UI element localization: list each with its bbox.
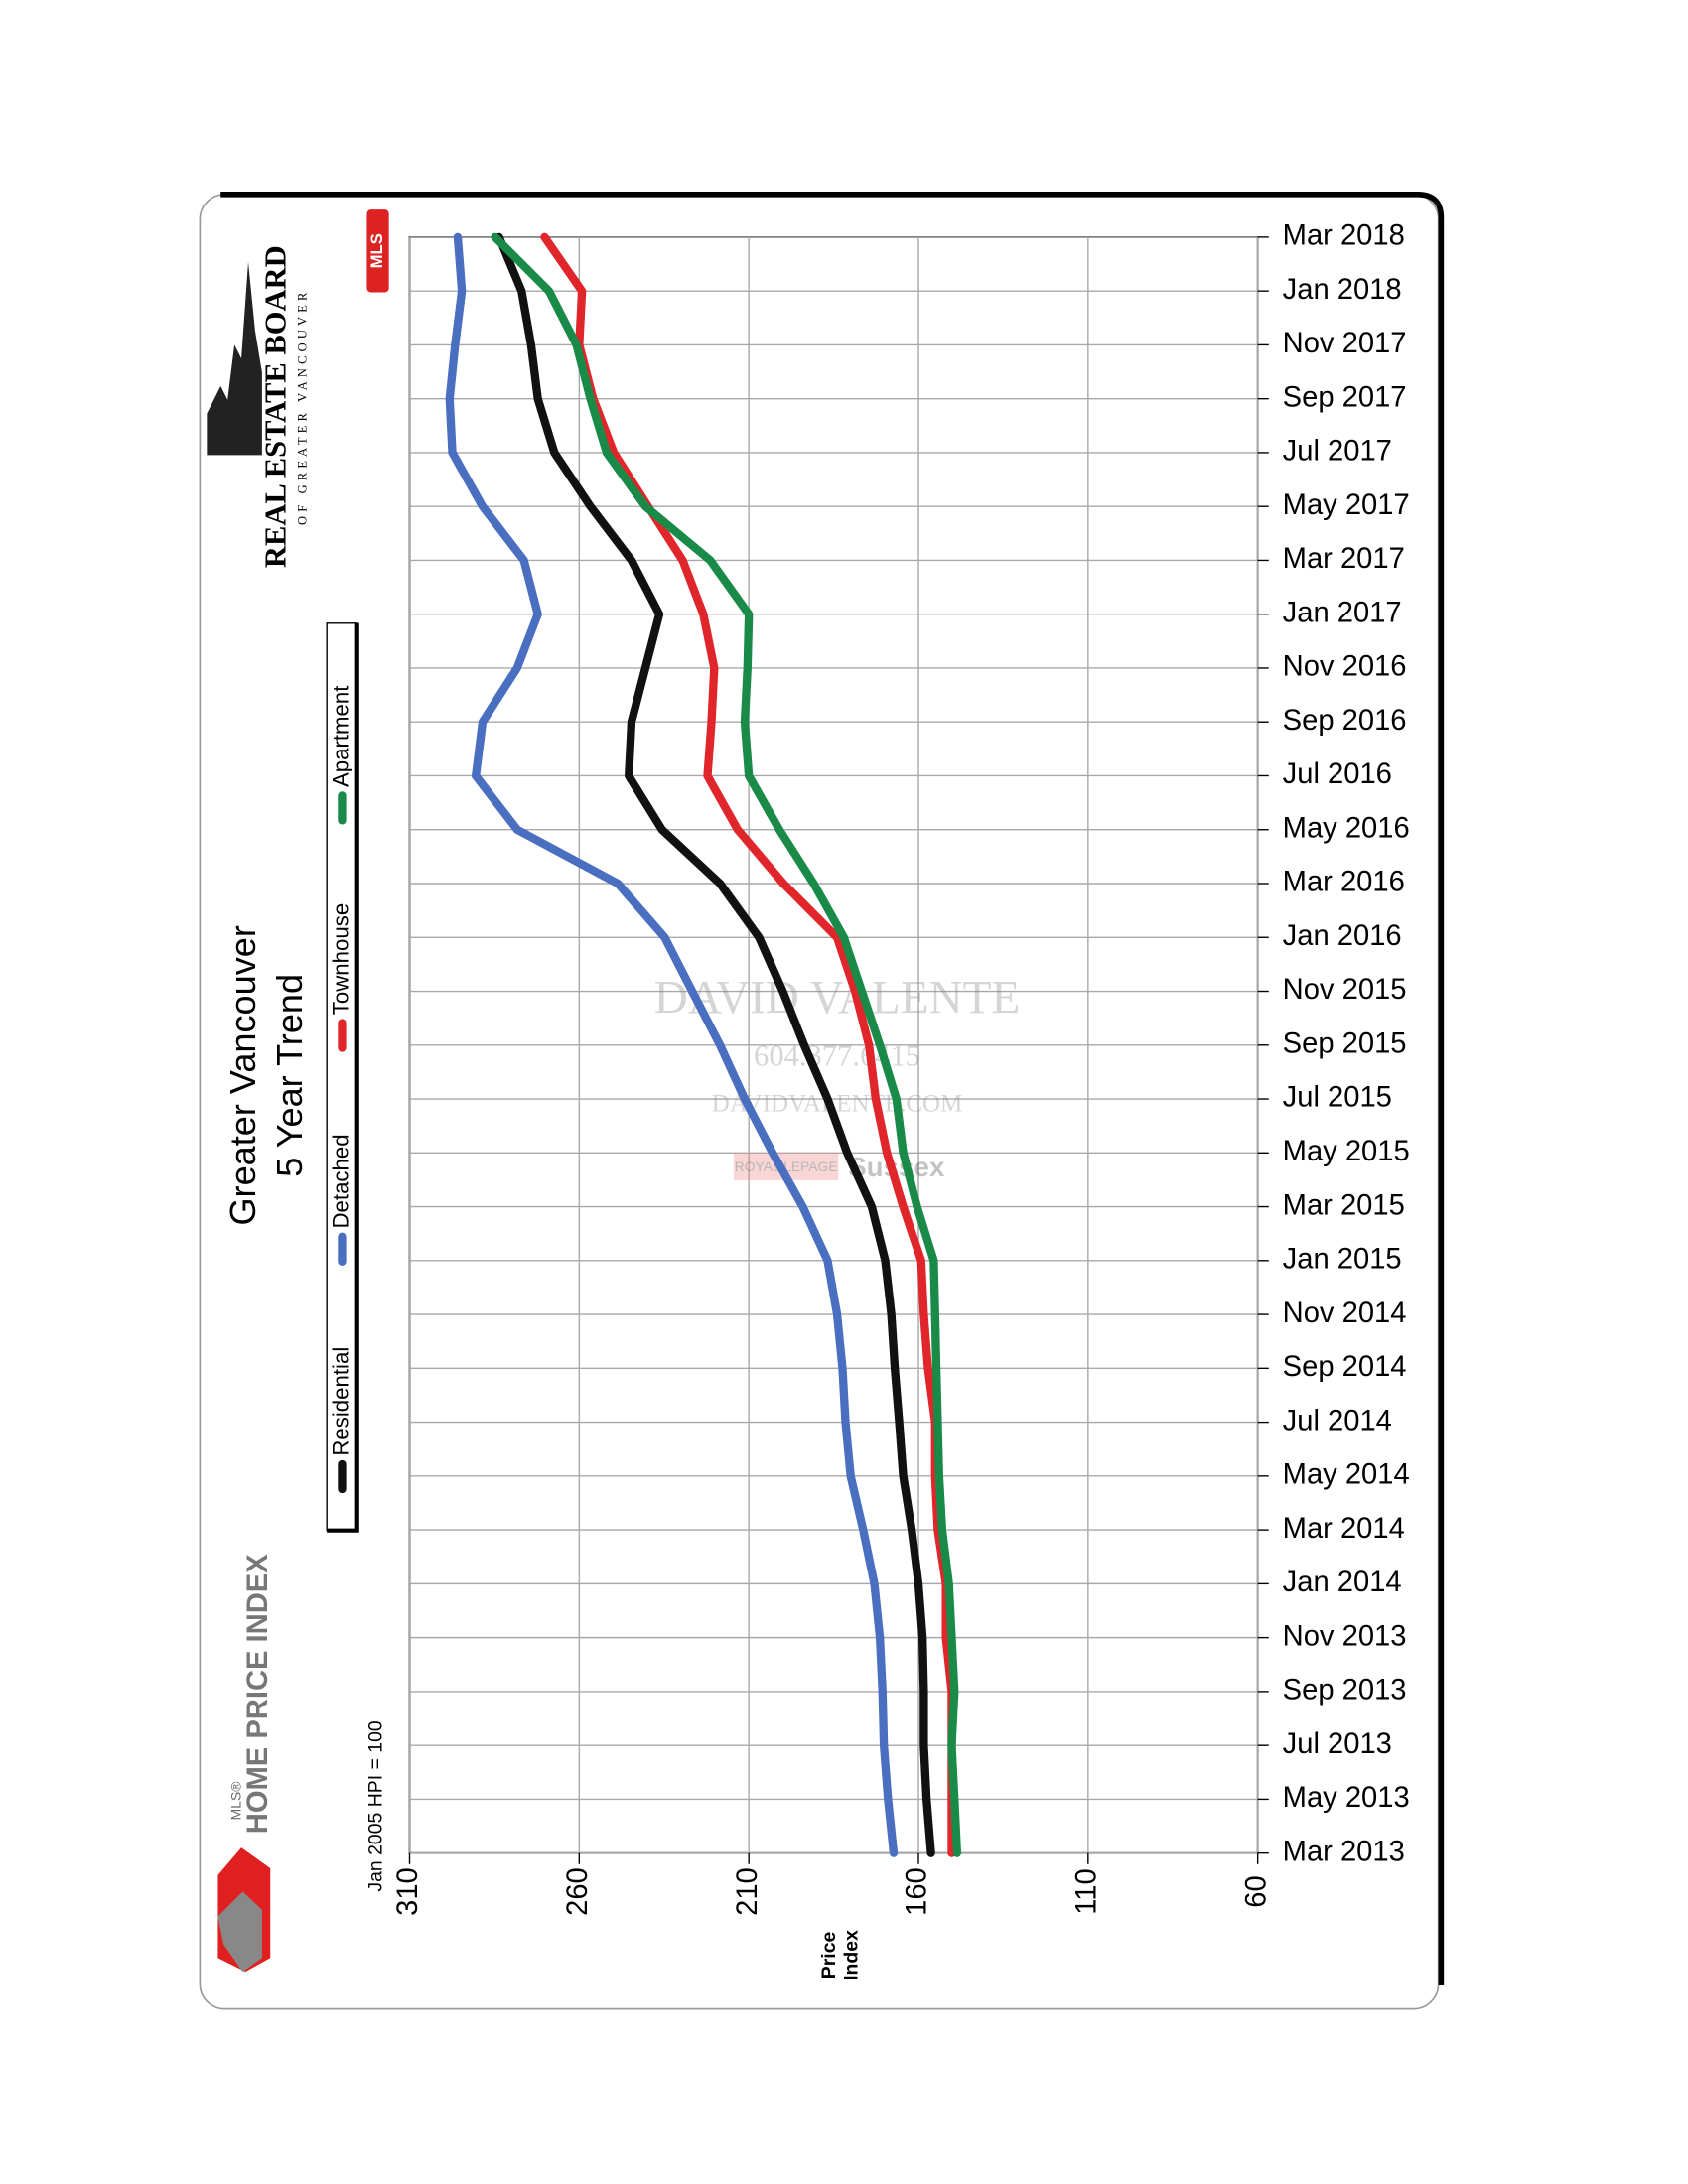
y-tick-label: Jan 2017	[1283, 597, 1402, 628]
y-tick-label: Sep 2014	[1283, 1351, 1407, 1383]
legend-label: Townhouse	[328, 903, 352, 1015]
series-line	[494, 232, 935, 1857]
board-region: OF GREATER VANCOUVER	[295, 288, 309, 524]
x-tick-label: 110	[1071, 1868, 1103, 1914]
y-tick-label: Jan 2018	[1283, 274, 1402, 306]
y-tick-label: May 2013	[1283, 1782, 1410, 1814]
x-axis-label-line: Index	[840, 1930, 862, 1980]
y-tick-label: Sep 2015	[1283, 1027, 1407, 1059]
y-tick-label: Mar 2018	[1283, 220, 1405, 252]
legend-label: Detached	[328, 1134, 352, 1228]
legend-label: Apartment	[328, 685, 352, 787]
y-tick-label: Jul 2013	[1283, 1728, 1392, 1760]
series-line	[445, 232, 899, 1857]
mls-text: MLS	[367, 233, 386, 268]
x-tick-label: 210	[732, 1867, 764, 1916]
hpi-name: HOME PRICE INDEX	[242, 1554, 274, 1834]
chart-title: Greater Vancouver	[222, 925, 263, 1225]
x-tick-label: 60	[1240, 1875, 1272, 1907]
x-tick-label: 310	[392, 1867, 424, 1916]
mls-logo	[366, 209, 389, 293]
y-tick-label: Mar 2014	[1283, 1513, 1405, 1545]
y-tick-label: May 2014	[1283, 1459, 1410, 1491]
legend-label: Residential	[328, 1347, 352, 1456]
y-tick-label: Nov 2016	[1283, 651, 1407, 683]
watermark: DAVID VALENTE 604.377.6415 DAVIDVALENTE.…	[654, 973, 1021, 1183]
y-tick-label: Mar 2016	[1283, 867, 1405, 898]
y-tick-label: Mar 2017	[1283, 543, 1405, 575]
y-tick-label: May 2017	[1283, 489, 1410, 521]
legend-shadow	[327, 622, 359, 1533]
hpi-logo: MLS® HOME PRICE INDEX	[217, 1554, 274, 1973]
y-tick-label: Mar 2013	[1283, 1836, 1405, 1867]
y-tick-label: Jul 2015	[1283, 1082, 1392, 1114]
y-tick-label: May 2016	[1283, 812, 1410, 844]
y-tick-label: Jan 2014	[1283, 1567, 1402, 1598]
x-tick-label: 260	[562, 1867, 594, 1916]
watermark-brokerage: ROYAL LEPAGE	[735, 1159, 838, 1174]
x-axis-label-line: Price	[818, 1931, 840, 1979]
chart-subtitle: 5 Year Trend	[269, 974, 310, 1177]
legend	[326, 622, 358, 1532]
hpi-small: MLS®	[228, 1782, 244, 1821]
frame-shadow	[220, 192, 1445, 1985]
skyline	[207, 261, 262, 456]
board-logo: REAL ESTATE BOARD OF GREATER VANCOUVER M…	[207, 209, 389, 568]
board-name: REAL ESTATE BOARD	[259, 245, 293, 568]
y-tick-label: Jul 2016	[1283, 758, 1392, 790]
hpi-mark-shade	[217, 1891, 262, 1973]
watermark-phone: 604.377.6415	[754, 1039, 920, 1073]
series-line	[491, 232, 962, 1857]
y-tick-label: Jan 2016	[1283, 920, 1402, 952]
y-tick-label: May 2015	[1283, 1136, 1410, 1167]
y-tick-label: Nov 2014	[1283, 1297, 1407, 1329]
y-tick-label: Sep 2017	[1283, 381, 1407, 413]
y-tick-label: Mar 2015	[1283, 1189, 1405, 1221]
y-tick-label: Jul 2017	[1283, 436, 1392, 468]
watermark-name: DAVID VALENTE	[654, 973, 1021, 1024]
y-tick-label: Jan 2015	[1283, 1244, 1402, 1276]
y-tick-label: Sep 2016	[1283, 705, 1407, 737]
x-axis-label: PriceIndex	[818, 1930, 862, 1980]
y-tick-label: Nov 2013	[1283, 1620, 1407, 1652]
y-tick-label: Nov 2015	[1283, 974, 1407, 1006]
y-tick-label: Nov 2017	[1283, 328, 1407, 359]
y-tick-label: Jul 2014	[1283, 1405, 1392, 1436]
x-tick-label: 160	[902, 1867, 933, 1916]
note: Jan 2005 HPI = 100	[364, 1720, 386, 1892]
y-tick-label: Sep 2013	[1283, 1675, 1407, 1706]
